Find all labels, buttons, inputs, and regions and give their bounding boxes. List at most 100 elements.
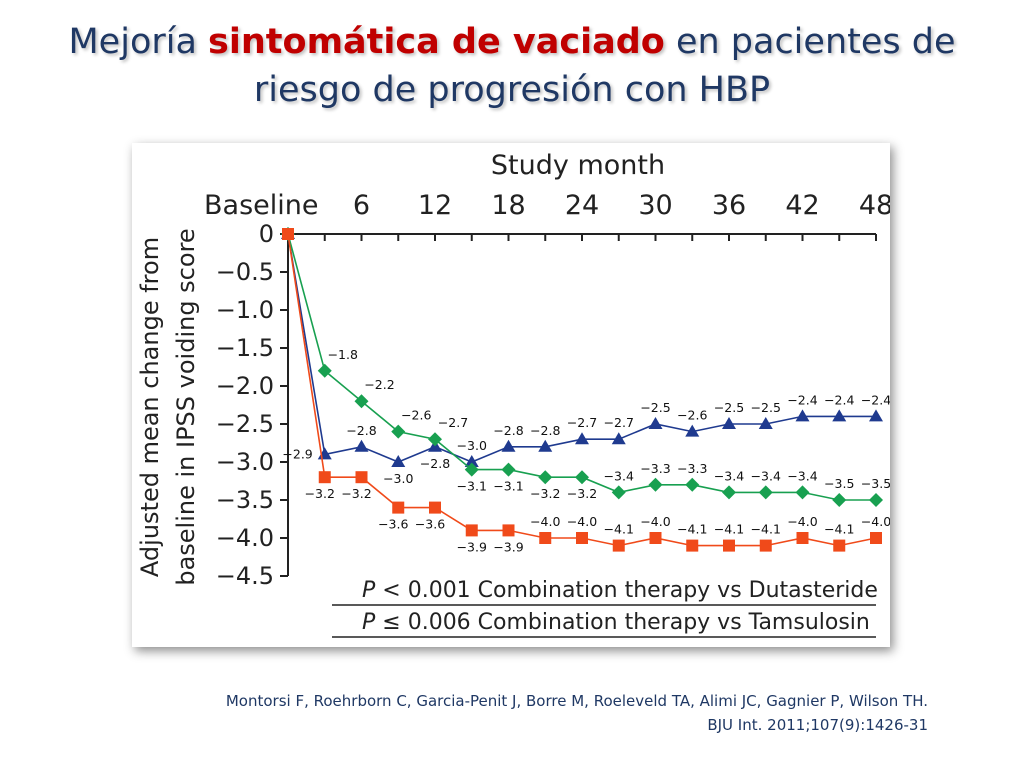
data-label: −4.0	[787, 514, 817, 529]
data-point-square	[686, 539, 699, 552]
annotation-body-2: ≤ 0.006 Combination therapy vs Tamsulosi…	[375, 610, 870, 635]
data-label: −3.4	[787, 468, 817, 483]
data-label: −2.4	[861, 392, 890, 407]
data-label: −4.1	[824, 522, 854, 537]
pvalue-annotation-1: P < 0.001 Combination therapy vs Dutaste…	[332, 578, 878, 606]
data-point-diamond	[575, 470, 589, 485]
data-label: −2.9	[282, 446, 312, 461]
y-tick-label: −0.5	[216, 258, 274, 286]
data-label: −4.0	[567, 514, 597, 529]
data-label: −2.8	[346, 423, 376, 438]
data-point-diamond	[464, 462, 479, 477]
y-tick-label: −2.0	[216, 372, 274, 400]
data-label: −2.8	[530, 423, 560, 438]
data-point-square	[282, 228, 294, 240]
data-point-triangle	[538, 439, 553, 452]
data-label: −3.0	[383, 471, 413, 486]
data-label: −3.1	[457, 479, 487, 494]
data-point-diamond	[685, 477, 700, 492]
y-tick-label: −3.0	[216, 448, 274, 476]
y-axis-title-line1: Adjusted mean change from	[136, 237, 164, 577]
data-label: −3.4	[751, 468, 781, 483]
x-tick-label: 36	[712, 190, 746, 221]
data-point-triangle	[464, 455, 479, 467]
citation-journal: BJU Int. 2011;107(9):1426-31	[707, 716, 928, 734]
data-point-diamond	[391, 424, 406, 439]
data-label: −3.5	[824, 476, 854, 491]
citation-authors: Montorsi F, Roehrborn C, Garcia-Penit J,…	[225, 692, 928, 710]
data-label: −4.1	[714, 522, 744, 537]
data-label: −4.0	[640, 514, 670, 529]
data-point-square	[576, 532, 588, 544]
data-point-square	[759, 539, 772, 552]
data-label: −3.2	[341, 486, 371, 501]
data-point-square	[465, 524, 478, 537]
data-point-triangle	[869, 409, 883, 422]
x-tick-label: Baseline	[204, 190, 318, 221]
data-label: −3.1	[493, 479, 523, 494]
data-point-diamond	[869, 493, 883, 507]
data-point-square	[796, 532, 809, 544]
data-point-square	[392, 501, 405, 514]
data-point-diamond	[538, 470, 553, 485]
annotation-p-2: P	[362, 610, 376, 635]
annotation-p-1: P	[362, 578, 376, 603]
data-label: −4.1	[604, 522, 634, 537]
data-label: −3.3	[640, 461, 670, 476]
data-label: −2.6	[677, 408, 707, 423]
data-point-square	[429, 501, 441, 514]
data-label: −3.2	[530, 486, 560, 501]
data-point-diamond	[428, 432, 442, 447]
x-tick-label: 6	[353, 190, 370, 221]
data-label: −2.4	[824, 392, 854, 407]
data-point-triangle	[501, 439, 516, 452]
data-point-square	[649, 532, 662, 544]
data-label: −2.7	[567, 415, 597, 430]
x-tick-label: 24	[565, 190, 599, 221]
y-tick-label: −1.0	[216, 296, 274, 324]
data-label: −3.0	[457, 438, 487, 453]
data-label: −4.1	[751, 522, 781, 537]
chart-series	[281, 227, 883, 552]
data-point-triangle	[354, 439, 369, 452]
data-label: −2.4	[787, 392, 817, 407]
data-point-triangle	[722, 417, 736, 429]
data-label: −2.7	[604, 415, 634, 430]
data-point-diamond	[648, 477, 663, 492]
citation: Montorsi F, Roehrborn C, Garcia-Penit J,…	[226, 689, 928, 737]
data-point-triangle	[575, 432, 589, 445]
data-point-triangle	[795, 409, 810, 422]
y-tick-label: −2.5	[216, 410, 274, 438]
data-point-triangle	[685, 424, 700, 437]
data-point-diamond	[317, 363, 332, 378]
data-label: −3.2	[567, 486, 597, 501]
data-point-square	[502, 524, 515, 537]
data-label: −2.5	[751, 400, 781, 415]
data-point-diamond	[722, 485, 736, 500]
x-tick-label: 12	[418, 190, 452, 221]
x-tick-label: 42	[785, 190, 819, 221]
data-label: −3.6	[415, 517, 445, 532]
data-point-triangle	[611, 432, 626, 445]
data-label: −2.7	[438, 415, 468, 430]
data-label: −2.8	[493, 423, 523, 438]
data-label: −3.5	[861, 476, 890, 491]
data-label: −3.4	[604, 468, 634, 483]
chart-data-labels: −2.9 −2.8 −3.0 −2.8 −3.0 −2.8 −2.8 −2.7 −2.7 −2.5…	[282, 347, 890, 555]
data-label: −2.5	[640, 400, 670, 415]
data-point-triangle	[758, 417, 773, 429]
data-label: −2.5	[714, 400, 744, 415]
data-label: −3.9	[493, 539, 523, 554]
data-point-diamond	[501, 462, 516, 477]
y-tick-label: −4.5	[216, 562, 274, 590]
data-label: −2.2	[364, 377, 394, 392]
data-point-square	[539, 532, 552, 544]
data-label: −3.3	[677, 461, 707, 476]
x-axis-title: Study month	[491, 150, 665, 181]
title-part2: en pacientes de riesgo de progresión con…	[253, 22, 956, 110]
data-point-triangle	[391, 455, 406, 467]
data-label: −4.0	[530, 514, 560, 529]
data-point-triangle	[832, 409, 847, 422]
pvalue-annotation-2: P ≤ 0.006 Combination therapy vs Tamsulo…	[332, 610, 876, 638]
data-point-diamond	[832, 493, 847, 507]
